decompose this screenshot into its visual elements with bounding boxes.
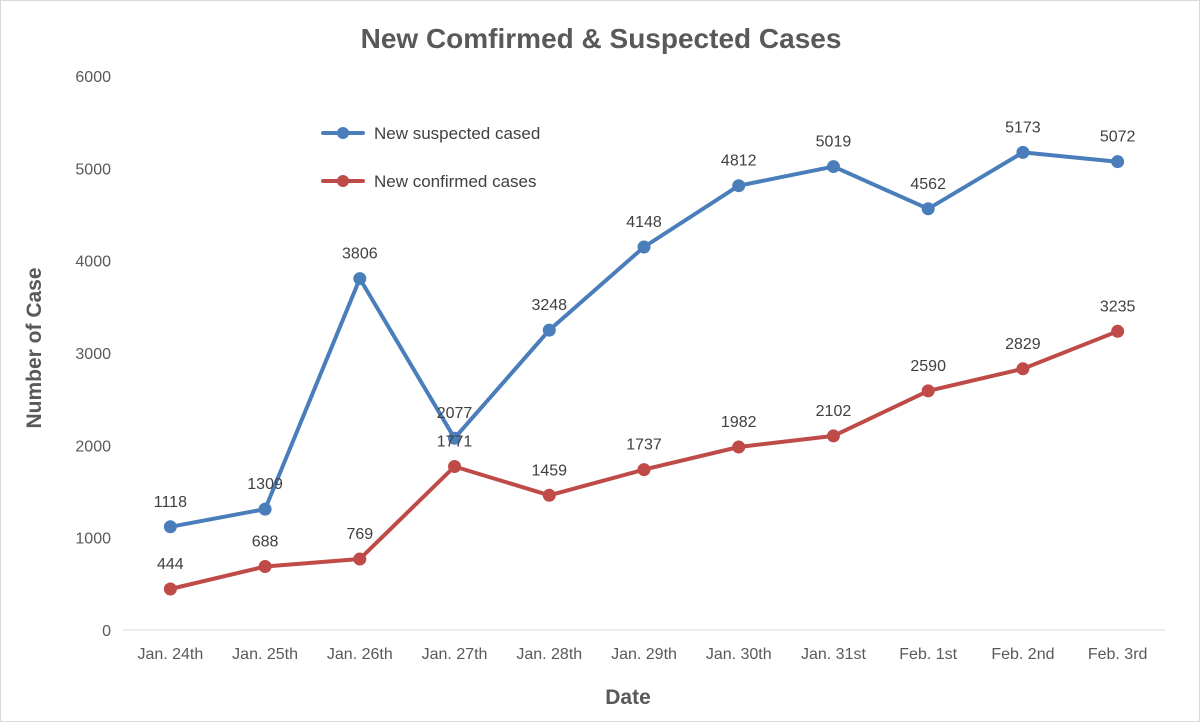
x-tick-label: Jan. 26th [327,646,393,663]
data-point [826,429,840,443]
data-label: 2590 [910,358,946,375]
data-point [732,179,746,193]
legend-label: New suspected cased [374,124,540,143]
y-tick-label: 5000 [75,161,111,178]
data-label: 444 [157,556,184,573]
y-tick-label: 1000 [75,531,111,548]
x-tick-label: Feb. 1st [899,646,957,663]
data-label: 769 [346,526,373,543]
data-point [258,502,272,516]
series-layer [163,145,1125,596]
data-point [353,272,367,286]
x-tick-label: Jan. 25th [232,646,298,663]
data-point [1016,145,1030,159]
series-line-confirmed [168,329,1120,591]
data-point [542,488,556,502]
chart-title: New Comfirmed & Suspected Cases [361,23,842,54]
x-tick-label: Jan. 27th [422,646,488,663]
data-label: 4562 [910,176,946,193]
data-point [637,463,651,477]
data-point [448,431,462,445]
data-label: 1459 [531,462,567,479]
data-label: 2829 [1005,336,1041,353]
axes: 0 1000 2000 3000 4000 5000 6000 Jan. 24th Jan. 2… [75,69,1165,663]
data-label: 3248 [531,297,567,314]
data-point [163,520,177,534]
x-axis-title: Date [605,686,651,709]
data-label: 4812 [721,153,757,170]
data-label: 1309 [247,476,283,493]
data-label: 5072 [1100,129,1136,146]
data-label: 5019 [816,134,852,151]
data-label: 5173 [1005,119,1041,136]
data-point [258,559,272,573]
y-tick-label: 3000 [75,346,111,363]
data-label: 2077 [437,405,473,422]
data-label: 3806 [342,246,378,263]
x-tick-label: Jan. 30th [706,646,772,663]
data-point [1016,362,1030,376]
data-point [542,323,556,337]
data-point [448,459,462,473]
data-point [1111,324,1125,338]
data-point [637,240,651,254]
data-label: 1771 [437,433,473,450]
data-point [826,160,840,174]
y-tick-label: 6000 [75,69,111,86]
data-label: 4148 [626,214,662,231]
data-point [163,582,177,596]
x-tick-label: Feb. 3rd [1088,646,1148,663]
data-point [921,202,935,216]
data-labels: 1118 1309 3806 2077 3248 4148 4812 5019 4562 5173… [154,119,1136,573]
data-label: 1982 [721,414,757,431]
legend-marker [337,175,349,187]
y-tick-label: 4000 [75,254,111,271]
data-point [921,384,935,398]
x-tick-label: Jan. 28th [516,646,582,663]
y-tick-label: 2000 [75,438,111,455]
x-tick-label: Feb. 2nd [991,646,1054,663]
data-label: 1737 [626,437,662,454]
x-tick-label: Jan. 24th [137,646,203,663]
legend: New suspected cased New confirmed cases [321,124,540,191]
x-tick-label: Jan. 31st [801,646,866,663]
legend-label: New confirmed cases [374,172,537,191]
data-label: 1118 [154,494,187,511]
legend-marker [337,127,349,139]
data-label: 2102 [816,403,852,420]
x-tick-label: Jan. 29th [611,646,677,663]
y-tick-label: 0 [102,623,111,640]
data-point [732,440,746,454]
data-label: 3235 [1100,298,1136,315]
data-point [1111,155,1125,169]
y-axis-title: Number of Case [23,267,46,428]
data-point [353,552,367,566]
data-label: 688 [252,533,279,550]
